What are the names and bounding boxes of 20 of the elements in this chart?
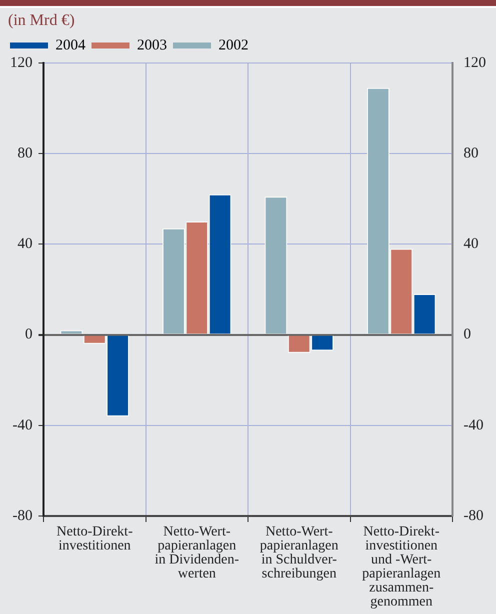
x-tick-label: Netto-Wert- papieranlagen in Schuldver- schreibungen: [260, 524, 338, 582]
y-tick-label: 0: [25, 326, 32, 343]
y-tick-label: 120: [10, 54, 32, 71]
legend-label: 2004: [56, 37, 86, 54]
legend-label: 2002: [218, 37, 248, 54]
x-tick-label: Netto-Direkt- investitionen: [56, 524, 134, 554]
x-tick-label: Netto-Wert- papieranlagen in Dividenden- werten: [154, 524, 240, 582]
y-tick-label: 40: [18, 236, 32, 252]
y2-tick-label: -80: [464, 508, 484, 524]
y2-tick-label: -40: [464, 417, 484, 434]
x-tick-label: Netto-Direkt- investitionen und -Wert- papieranlagen zusammen- genommen: [362, 524, 441, 610]
y2-tick-label: 40: [464, 236, 478, 252]
y2-tick-label: 120: [464, 54, 486, 71]
y2-tick-label: 80: [464, 146, 478, 162]
y-tick-label: -40: [12, 417, 32, 434]
y2-tick-label: 0: [464, 326, 471, 343]
y-tick-label: 80: [18, 146, 32, 162]
legend-label: 2003: [137, 37, 167, 54]
chart-title: (in Mrd €): [7, 11, 76, 31]
y-tick-label: -80: [12, 508, 32, 524]
